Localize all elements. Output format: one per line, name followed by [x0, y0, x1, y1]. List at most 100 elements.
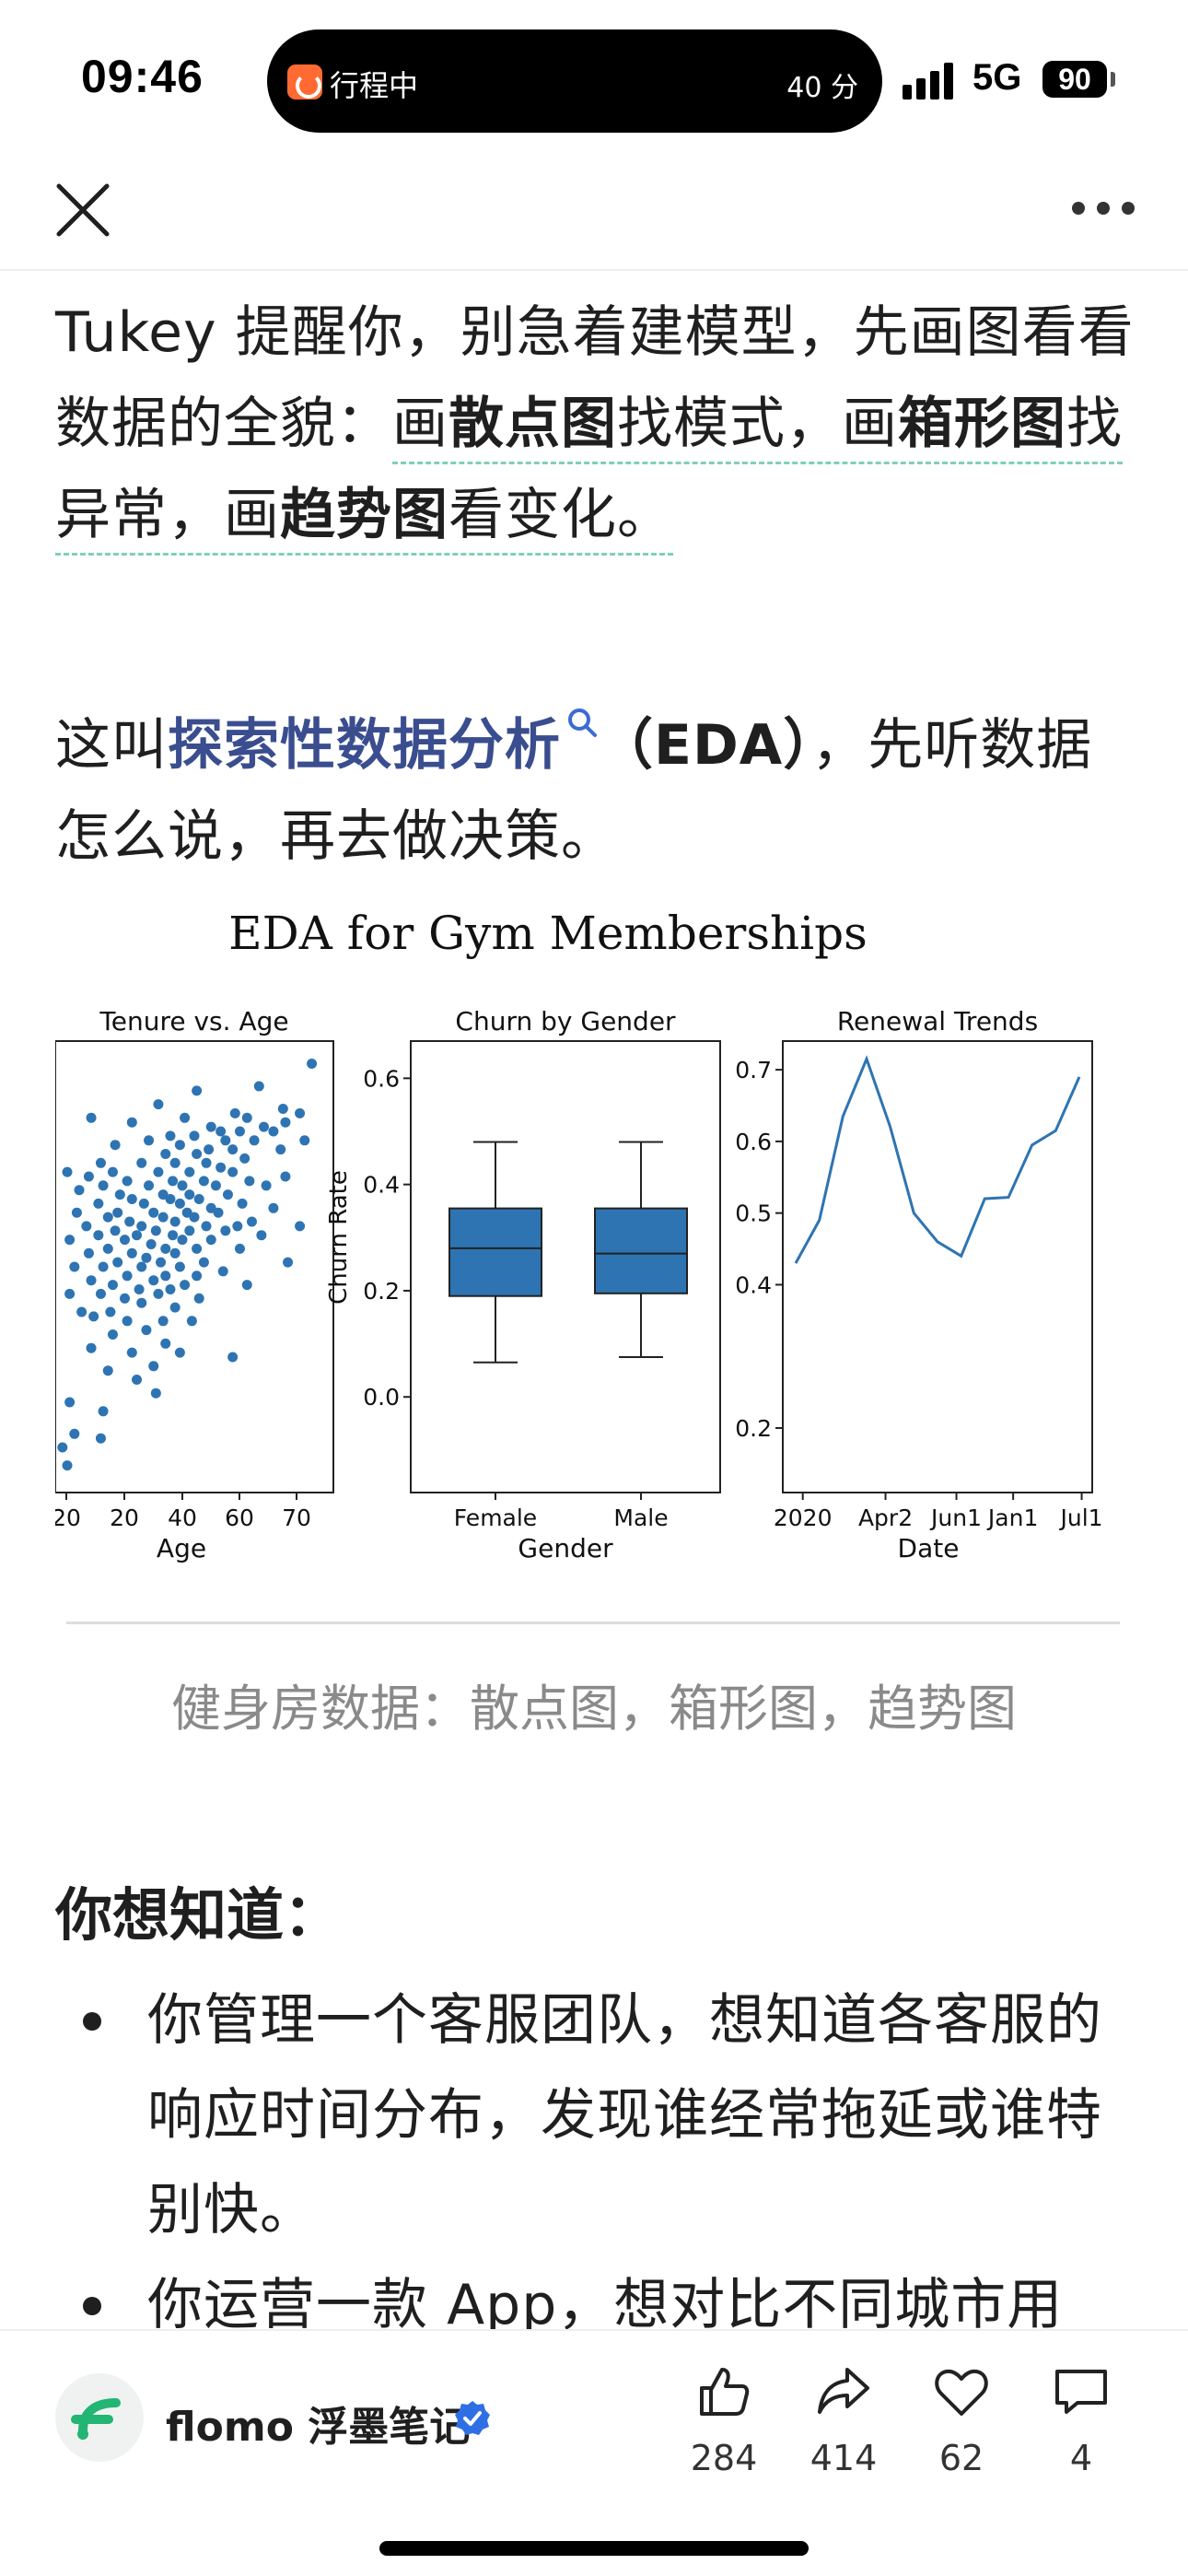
dynamic-island[interactable]: 行程中 40 分: [267, 29, 882, 133]
scatter-point: [160, 1243, 171, 1254]
line-x-tick-label: Apr2: [858, 1505, 913, 1531]
close-button[interactable]: [52, 179, 114, 241]
scatter-point: [57, 1442, 68, 1453]
scatter-point: [64, 1288, 76, 1299]
comment-button[interactable]: 4: [1026, 2362, 1136, 2500]
scatter-point: [141, 1325, 152, 1336]
scatter-panel: Tenure vs. Age 20 20 40 60 70 Age: [55, 1006, 334, 1563]
scatter-point: [189, 1130, 200, 1142]
highlighted-note[interactable]: 画散点图找模式，画箱形图找异常，画趋势图看变化。: [55, 392, 1123, 556]
scatter-point: [146, 1239, 157, 1249]
paragraph-eda: 这叫探索性数据分析 （EDA），先听数据怎么说，再去做决策。: [55, 700, 1142, 883]
author-avatar[interactable]: [55, 2373, 144, 2462]
scatter-point: [184, 1166, 195, 1177]
scatter-point: [192, 1149, 203, 1159]
like-button[interactable]: 284: [669, 2362, 779, 2500]
share-button[interactable]: 414: [788, 2362, 899, 2500]
more-icon-dot: [1122, 202, 1135, 215]
line-y-tick-label: 0.2: [735, 1415, 772, 1442]
scatter-point: [239, 1153, 250, 1164]
share-icon: [818, 2368, 869, 2414]
scatter-point: [169, 1157, 181, 1168]
scatter-point: [283, 1257, 294, 1268]
scatter-point: [105, 1306, 116, 1317]
scatter-point: [126, 1347, 137, 1358]
scatter-point: [307, 1059, 318, 1069]
scatter-point: [227, 1144, 239, 1155]
scatter-point: [138, 1198, 149, 1209]
scatter-point: [93, 1230, 104, 1241]
scatter-point: [88, 1311, 99, 1322]
scatter-point: [174, 1198, 185, 1209]
scatter-point: [150, 1225, 161, 1236]
scatter-point: [177, 1235, 188, 1246]
box-rect: [594, 1207, 688, 1294]
scatter-point: [74, 1185, 85, 1196]
line-title: Renewal Trends: [837, 1006, 1038, 1036]
close-icon: [56, 183, 110, 237]
scatter-x-tick-label: 60: [225, 1505, 254, 1531]
comment-count: 4: [1069, 2438, 1093, 2478]
scatter-point: [136, 1297, 147, 1308]
scatter-point: [177, 1180, 188, 1191]
scatter-point: [268, 1202, 279, 1213]
scatter-point: [217, 1266, 228, 1277]
box-y-tick-label: 0.2: [363, 1278, 400, 1305]
eda-search-link[interactable]: 探索性数据分析: [168, 713, 561, 778]
scatter-point: [157, 1212, 169, 1223]
line-x-tick-label: Jun1: [929, 1505, 982, 1531]
text: 找模式，画: [617, 392, 898, 456]
line-y-tick-label: 0.7: [735, 1057, 772, 1083]
figure-caption: 健身房数据：散点图，箱形图，趋势图: [171, 1680, 1017, 1738]
battery-cap: [1111, 72, 1115, 87]
more-button[interactable]: [1068, 193, 1138, 221]
scatter-point: [136, 1157, 147, 1168]
scatter-point: [86, 1112, 97, 1123]
box-y-tick-label: 0.6: [363, 1065, 400, 1092]
more-icon: [1072, 202, 1085, 215]
text: 画: [392, 392, 448, 456]
scatter-point: [237, 1198, 248, 1209]
scatter-point: [227, 1352, 239, 1363]
scatter-point: [192, 1243, 203, 1254]
line-y-tick-label: 0.5: [735, 1200, 772, 1227]
bold-box: 箱形图: [898, 392, 1066, 456]
scatter-point: [186, 1316, 197, 1327]
author-name[interactable]: flomo 浮墨笔记: [166, 2404, 471, 2451]
text: 看变化。: [448, 483, 673, 547]
scatter-point: [153, 1288, 164, 1299]
eda-figure[interactable]: EDA for Gym Memberships Tenure vs. Age 20…: [55, 903, 1133, 1566]
scatter-point: [189, 1212, 200, 1223]
box-x-tick-label: Male: [613, 1505, 668, 1531]
scatter-point: [95, 1433, 106, 1444]
home-indicator[interactable]: [379, 2541, 809, 2556]
scatter-point: [144, 1180, 155, 1191]
search-icon[interactable]: [566, 707, 598, 738]
scatter-point: [210, 1180, 221, 1191]
favorite-button[interactable]: 62: [906, 2362, 1017, 2500]
scatter-point: [180, 1112, 191, 1123]
list-item: 你管理一个客服团队，想知道各客服的响应时间分布，发现谁经常拖延或谁特别快。: [55, 1973, 1142, 2258]
scatter-point: [148, 1207, 159, 1218]
bullet-list: 你管理一个客服团队，想知道各客服的响应时间分布，发现谁经常拖延或谁特别快。 你运…: [55, 1973, 1142, 2353]
scatter-point: [299, 1135, 310, 1146]
chart-suptitle: EDA for Gym Memberships: [228, 907, 868, 960]
scatter-point: [122, 1316, 133, 1327]
scatter-point: [241, 1112, 252, 1123]
box-axes-frame: [410, 1040, 721, 1493]
scatter-point: [126, 1117, 137, 1128]
scatter-point: [83, 1171, 94, 1182]
scatter-point: [174, 1347, 185, 1358]
scatter-point: [160, 1270, 171, 1282]
scatter-point: [215, 1162, 227, 1173]
scatter-point: [268, 1126, 279, 1137]
scatter-point: [110, 1225, 121, 1236]
box-y-tick-label: 0.0: [363, 1384, 400, 1411]
scatter-point: [256, 1230, 267, 1241]
scatter-point: [102, 1365, 113, 1376]
scatter-point: [132, 1230, 143, 1241]
bottom-action-bar: flomo 浮墨笔记 284 414 62 4: [0, 2329, 1188, 2576]
scatter-point: [107, 1166, 118, 1177]
scatter-point: [110, 1140, 121, 1151]
scatter-point: [180, 1280, 191, 1291]
